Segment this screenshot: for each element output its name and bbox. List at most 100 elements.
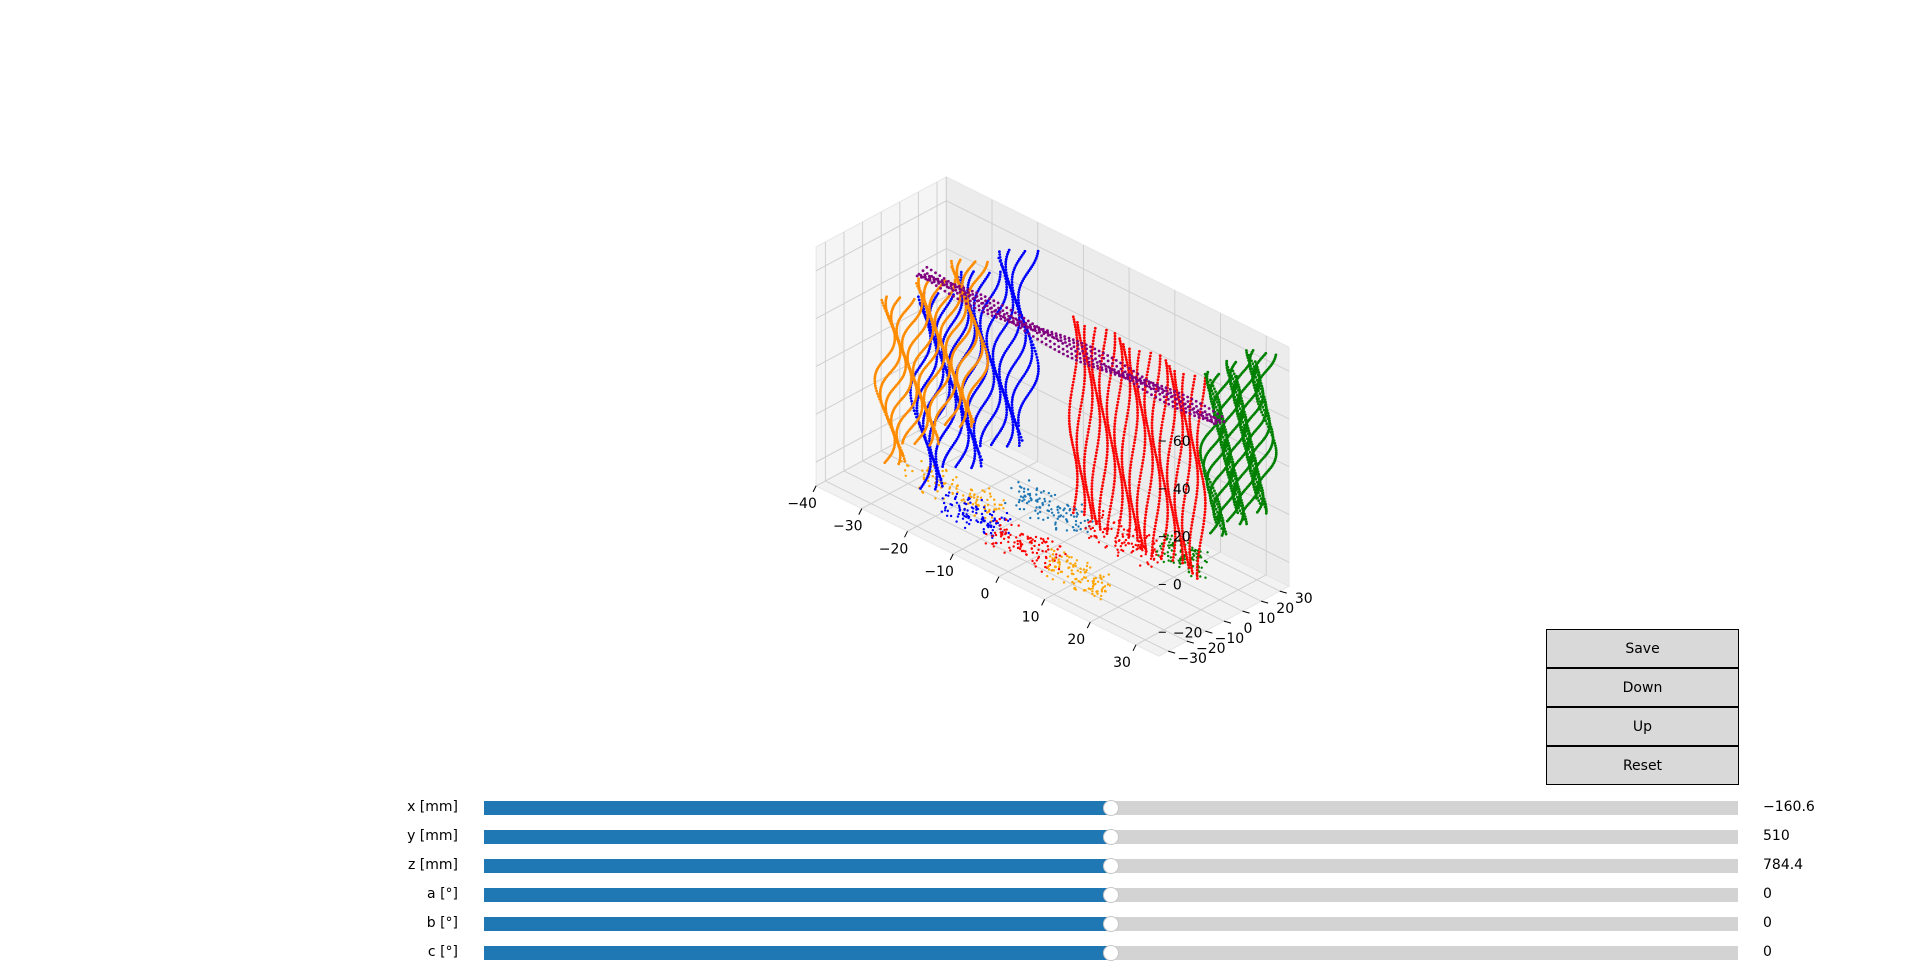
data-point [1011,298,1015,301]
data-point [1076,326,1080,330]
data-point [984,425,988,429]
data-point [992,439,996,443]
data-point [1211,494,1215,497]
data-point [1022,251,1025,255]
data-point [1098,423,1102,427]
data-point [1105,415,1109,419]
data-point [993,498,996,501]
data-point [1151,461,1155,465]
data-point [947,327,951,330]
data-point [921,469,924,472]
data-point [1165,468,1169,472]
data-point [973,454,977,458]
data-point [1083,458,1086,462]
data-point [958,431,962,434]
data-point [1005,518,1008,521]
data-point [1214,507,1218,511]
data-point [1092,512,1096,515]
data-point [1113,474,1117,477]
data-point [972,309,976,313]
data-point [943,307,947,311]
data-point [973,332,977,335]
data-point [934,362,938,366]
data-point [893,337,897,341]
data-point [1027,392,1031,395]
data-point [961,396,965,399]
data-point [1169,503,1173,507]
data-point [926,419,930,423]
data-point [1010,283,1014,287]
data-point [1091,585,1095,588]
data-point [973,390,977,394]
data-point [934,296,937,299]
data-point [1012,363,1016,366]
data-point [1114,450,1118,453]
data-point [933,419,937,423]
data-point [922,396,926,399]
data-point [1005,274,1009,277]
data-point [1097,514,1101,518]
data-point [933,325,937,328]
data-point [928,467,932,471]
data-point [1004,295,1007,299]
data-point [944,305,948,309]
data-point [1090,511,1093,515]
data-point [1083,469,1086,473]
data-point [1083,376,1087,380]
data-point [1044,561,1047,565]
data-point [1098,499,1102,503]
data-point [1178,561,1181,565]
data-point [1108,507,1112,511]
data-point [1097,541,1101,544]
data-point [955,476,958,479]
data-point [1090,479,1094,482]
data-point [1043,500,1047,503]
data-point [992,375,996,378]
data-point [1075,434,1079,438]
data-point [1158,441,1162,445]
data-point [1165,474,1169,477]
data-point [1180,411,1183,415]
data-point [1174,511,1177,515]
data-point [985,345,989,349]
data-point [1069,393,1073,397]
data-point [939,335,942,339]
data-point [920,362,924,366]
data-point [1173,416,1176,419]
data-point [1005,322,1009,325]
data-point [898,454,902,458]
data-point [1019,378,1023,382]
data-point [906,355,909,359]
data-point [1070,438,1074,442]
data-point [976,447,979,450]
data-point [1126,496,1130,500]
data-point [979,436,983,440]
data-point [885,415,889,418]
data-point [890,416,893,419]
data-point [930,451,933,455]
data-point [1036,500,1039,503]
data-point [951,267,955,270]
data-point [1159,464,1163,467]
data-point [1134,432,1138,435]
data-point [955,520,958,523]
data-point [990,516,994,519]
data-point [1022,374,1025,378]
data-point [1075,480,1079,484]
data-point [1002,499,1005,502]
data-point [1195,438,1199,441]
data-point [935,355,939,359]
data-point [993,508,996,511]
data-point [999,524,1002,527]
data-point [1172,549,1176,553]
data-point [1047,491,1051,495]
data-point [944,456,947,459]
data-point [1188,422,1192,426]
data-point [929,418,932,422]
data-point [1152,403,1156,407]
data-point [1091,476,1094,479]
data-point [900,340,904,344]
data-point [1192,552,1195,556]
data-point [1109,436,1112,440]
